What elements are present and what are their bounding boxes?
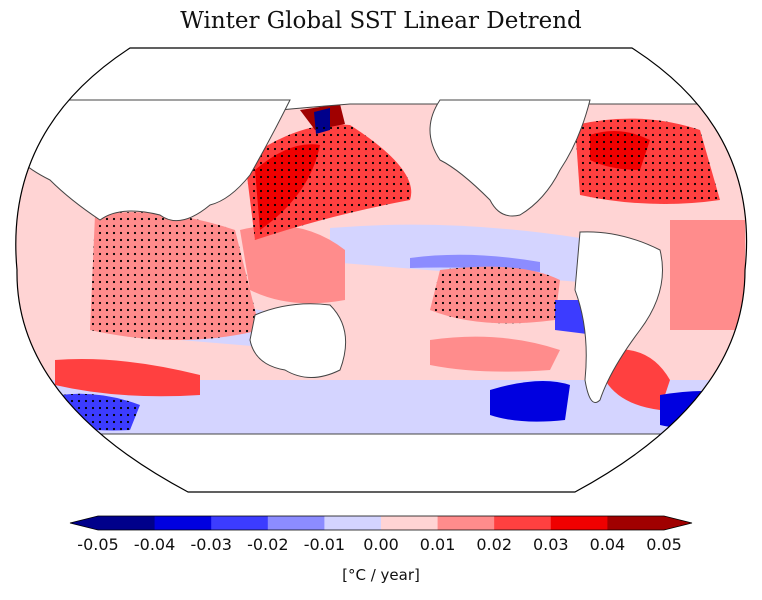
- colorbar-segment: [267, 516, 325, 530]
- colorbar-tick-label: 0.01: [419, 535, 456, 554]
- south-indian-warm-band: [55, 359, 200, 397]
- south-america: [574, 231, 663, 403]
- colorbar-segment: [550, 516, 608, 530]
- colorbar-segment: [437, 516, 495, 530]
- colorbar-tick-label: -0.02: [247, 535, 289, 554]
- argentina-warm: [605, 349, 670, 410]
- ocean-field: [15, 48, 747, 492]
- stipple-kuroshio: [245, 124, 412, 240]
- stipple-atlantic: [575, 118, 720, 204]
- stipple-central-pacific: [430, 266, 560, 324]
- south-pacific-warm: [430, 336, 560, 372]
- land: [15, 48, 747, 492]
- colorbar-outline: [69, 515, 693, 531]
- colorbar-tick-label: 0.02: [476, 535, 512, 554]
- colorbar-tick-label: 0.00: [363, 535, 399, 554]
- colorbar-tick-label: -0.05: [77, 535, 119, 554]
- chart-title: Winter Global SST Linear Detrend: [180, 8, 582, 34]
- colorbar-tick-label: -0.01: [303, 535, 346, 554]
- colorbar-tick-label: -0.04: [133, 535, 176, 554]
- colorbar-segment: [381, 516, 439, 530]
- colorbar-tick-label: -0.03: [190, 535, 232, 554]
- colorbar-segment: [494, 516, 552, 530]
- tropical-atlantic-warm: [670, 220, 745, 330]
- colorbar-segment: [211, 516, 269, 530]
- colorbar-segment: [324, 516, 382, 530]
- colorbar-segment: [607, 516, 665, 530]
- atlantic-southern-cold: [660, 391, 745, 431]
- colorbar-tick-label: 0.03: [532, 535, 569, 554]
- antarctica: [15, 433, 747, 492]
- colorbar-tick-label: 0.04: [589, 535, 626, 554]
- pacific-southern-cold: [490, 381, 570, 422]
- colorbar-segment: [154, 516, 212, 530]
- colorbar-extend-max: [664, 516, 692, 530]
- eurasia: [19, 99, 291, 222]
- stipple-indian: [90, 212, 260, 340]
- colorbar-segment: [98, 516, 156, 530]
- north-america: [429, 99, 591, 217]
- maritime-warm: [240, 225, 345, 304]
- colorbar: [69, 515, 693, 531]
- colorbar-extend-min: [70, 516, 98, 530]
- colorbar-units: [°C / year]: [342, 566, 420, 584]
- globe-outline: [15, 47, 748, 493]
- colorbar-tick-label: 0.05: [646, 535, 682, 554]
- australia: [249, 303, 347, 378]
